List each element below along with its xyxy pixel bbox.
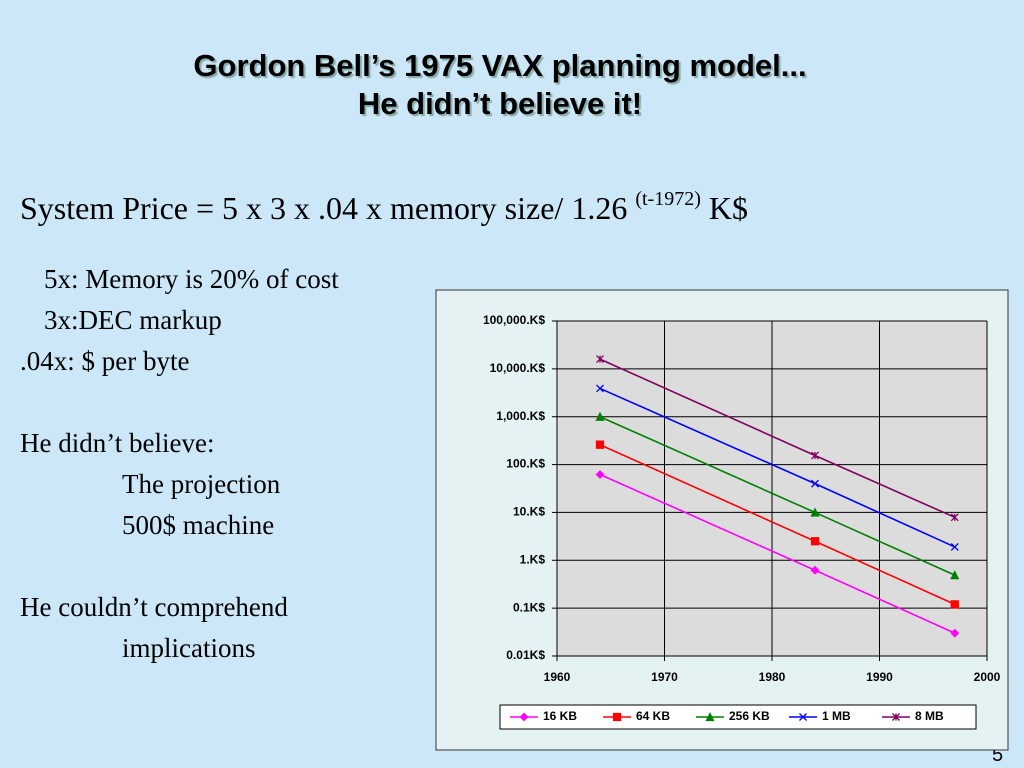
marker bbox=[811, 479, 819, 488]
marker bbox=[596, 384, 604, 393]
text-line: 3x:DEC markup bbox=[44, 305, 222, 335]
marker bbox=[950, 542, 959, 551]
y-tick-label: 100,000.K$ bbox=[483, 313, 545, 327]
legend-label: 256 KB bbox=[729, 709, 770, 723]
text-line: The projection bbox=[122, 469, 281, 499]
y-tick-label: 0.1K$ bbox=[513, 600, 545, 614]
marker bbox=[799, 713, 807, 721]
x-tick-label: 1970 bbox=[651, 670, 678, 684]
text-line: He couldn’t comprehend bbox=[20, 592, 288, 622]
x-tick-label: 1980 bbox=[759, 670, 786, 684]
marker bbox=[811, 451, 819, 460]
marker bbox=[810, 507, 820, 517]
formula: System Price = 5 x 3 x .04 x memory size… bbox=[20, 188, 748, 227]
marker bbox=[950, 570, 960, 580]
x-tick-label: 1960 bbox=[544, 670, 571, 684]
marker bbox=[595, 470, 605, 479]
marker bbox=[810, 565, 820, 575]
text-line: .04x: $ per byte bbox=[20, 346, 190, 376]
y-tick-label: 1,000.K$ bbox=[496, 409, 545, 423]
legend-label: 8 MB bbox=[915, 709, 944, 723]
marker bbox=[595, 411, 605, 421]
marker bbox=[810, 537, 820, 546]
y-tick-label: 0.01K$ bbox=[506, 648, 545, 662]
text-line: implications bbox=[122, 633, 256, 663]
marker bbox=[596, 355, 604, 364]
x-tick-label: 1990 bbox=[866, 670, 893, 684]
title: He didn’t believe it! bbox=[357, 86, 643, 121]
marker bbox=[950, 600, 959, 609]
text-line: 5x: Memory is 20% of cost bbox=[44, 264, 339, 294]
y-tick-label: 1.K$ bbox=[520, 552, 546, 566]
title: Gordon Bell’s 1975 VAX planning model... bbox=[193, 48, 807, 83]
page-number: 5 bbox=[992, 744, 1004, 766]
marker bbox=[612, 712, 622, 722]
legend-label: 16 KB bbox=[543, 709, 577, 723]
unit: K$ bbox=[700, 190, 748, 226]
x-tick-label: 2000 bbox=[974, 670, 1001, 684]
legend-label: 64 KB bbox=[636, 709, 670, 723]
marker bbox=[950, 513, 959, 522]
text-line: 500$ machine bbox=[122, 510, 275, 540]
formula-text: System Price = 5 x 3 x .04 x memory size… bbox=[20, 190, 636, 226]
text-line: He didn’t believe: bbox=[20, 428, 215, 458]
y-tick-label: 10,000.K$ bbox=[490, 361, 546, 375]
legend-label: 1 MB bbox=[822, 709, 851, 723]
marker bbox=[892, 713, 900, 721]
y-tick-label: 10.K$ bbox=[513, 505, 545, 519]
marker bbox=[595, 440, 605, 449]
marker bbox=[950, 628, 960, 638]
marker bbox=[705, 712, 715, 722]
marker bbox=[519, 712, 529, 722]
exponent: (t-1972) bbox=[635, 188, 701, 210]
y-tick-label: 100.K$ bbox=[506, 457, 545, 471]
